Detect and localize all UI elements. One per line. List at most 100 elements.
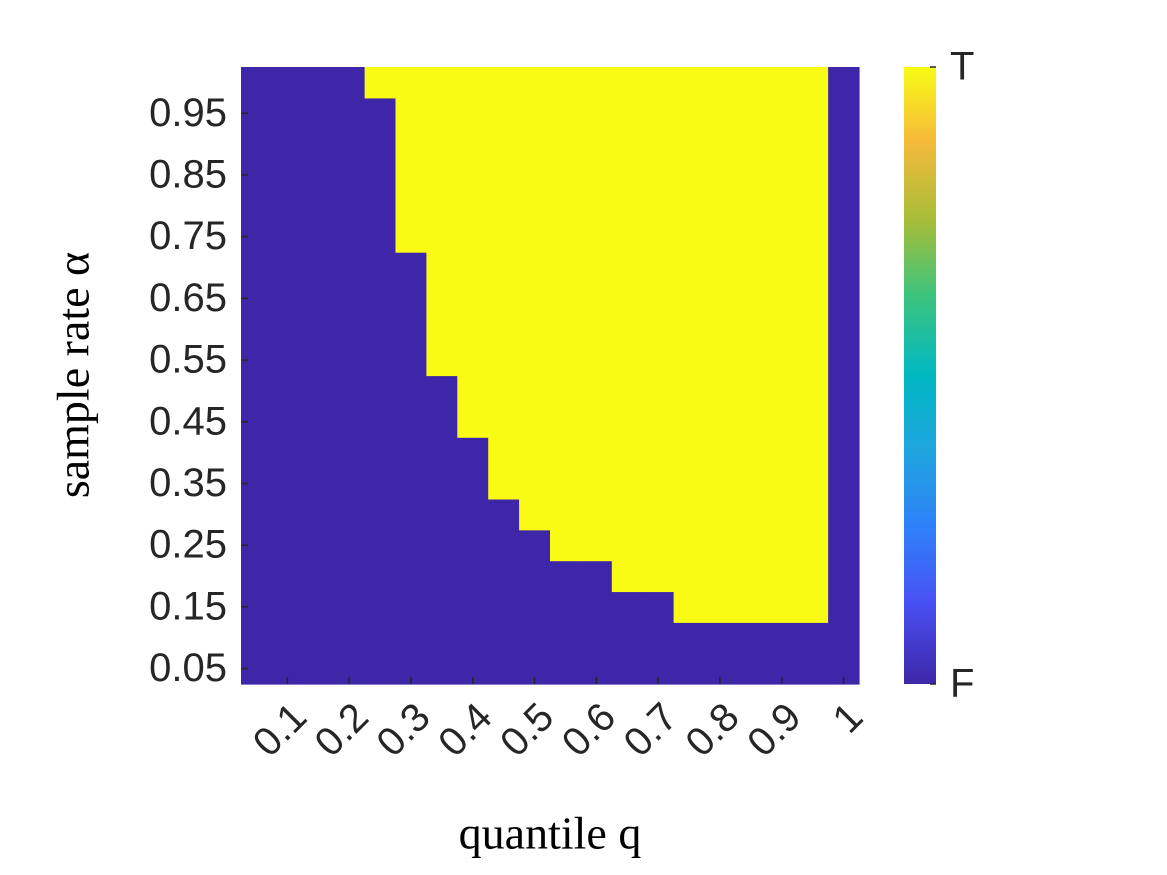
cell [364,375,397,407]
cell [704,128,736,161]
cell [271,468,304,500]
cell [395,159,427,191]
cell [457,128,489,161]
cell [241,622,273,654]
cell [611,97,644,130]
cell [364,437,397,469]
cell [611,406,644,438]
cell [735,591,767,623]
cell [426,221,458,253]
cell [333,406,366,438]
cell [673,282,706,315]
cell [797,406,829,438]
cell [673,128,706,161]
cell [642,190,675,222]
cell [550,221,582,253]
cell [797,67,829,99]
cell [611,375,644,407]
cell [673,406,706,438]
cell [580,97,613,130]
cell [642,128,675,161]
cell [395,190,427,222]
cell [611,128,644,161]
cell [426,67,458,99]
cell [735,498,767,531]
cell [673,313,706,346]
cell [673,190,706,222]
cell [488,221,520,253]
cell [333,622,366,654]
cell [580,190,613,222]
cell [426,97,458,130]
cell [426,375,458,407]
y-tick-label: 0.65 [149,276,227,320]
cell [797,190,829,222]
cell [457,529,489,562]
cell [395,468,427,500]
cell [704,591,736,623]
cell [828,560,860,593]
cell [704,221,736,253]
cell [611,560,644,593]
cell [735,190,767,222]
cell [828,622,860,654]
cell [611,282,644,315]
cell [766,344,798,377]
cell [735,221,767,253]
cell [302,252,335,284]
cell [642,375,675,407]
cell [395,406,427,438]
cell [519,313,551,346]
cell [797,313,829,346]
cell [271,97,304,130]
cell [673,375,706,407]
cell [766,622,798,654]
cell [302,159,335,191]
cell [364,591,397,623]
cell [395,221,427,253]
y-tick-label: 0.25 [149,523,227,567]
cell [642,591,675,623]
cell [271,591,304,623]
cell [241,67,273,99]
cell [642,437,675,469]
cell [797,437,829,469]
cell [241,128,273,161]
cell [580,252,613,284]
cell [828,97,860,130]
cell [828,190,860,222]
cell [797,159,829,191]
cell [457,406,489,438]
cell [704,498,736,531]
cell [766,437,798,469]
cell [704,282,736,315]
y-tick-label: 0.75 [149,214,227,258]
cell [364,622,397,654]
cell [426,406,458,438]
cell [704,190,736,222]
cell [271,344,304,377]
cell [333,560,366,593]
cell [642,468,675,500]
cell [488,344,520,377]
cell [580,498,613,531]
cell [735,468,767,500]
cell [673,344,706,377]
cell [395,344,427,377]
cell [797,128,829,161]
cell [302,653,335,685]
cell [426,190,458,222]
cell [488,375,520,407]
cell [302,498,335,531]
cell [488,190,520,222]
cell [828,468,860,500]
cell [828,375,860,407]
cell [519,159,551,191]
cell [797,252,829,284]
x-tick-label: 0.1 [245,695,315,765]
cell [519,344,551,377]
cell [828,221,860,253]
cell [395,282,427,315]
cell [580,344,613,377]
cell [457,67,489,99]
